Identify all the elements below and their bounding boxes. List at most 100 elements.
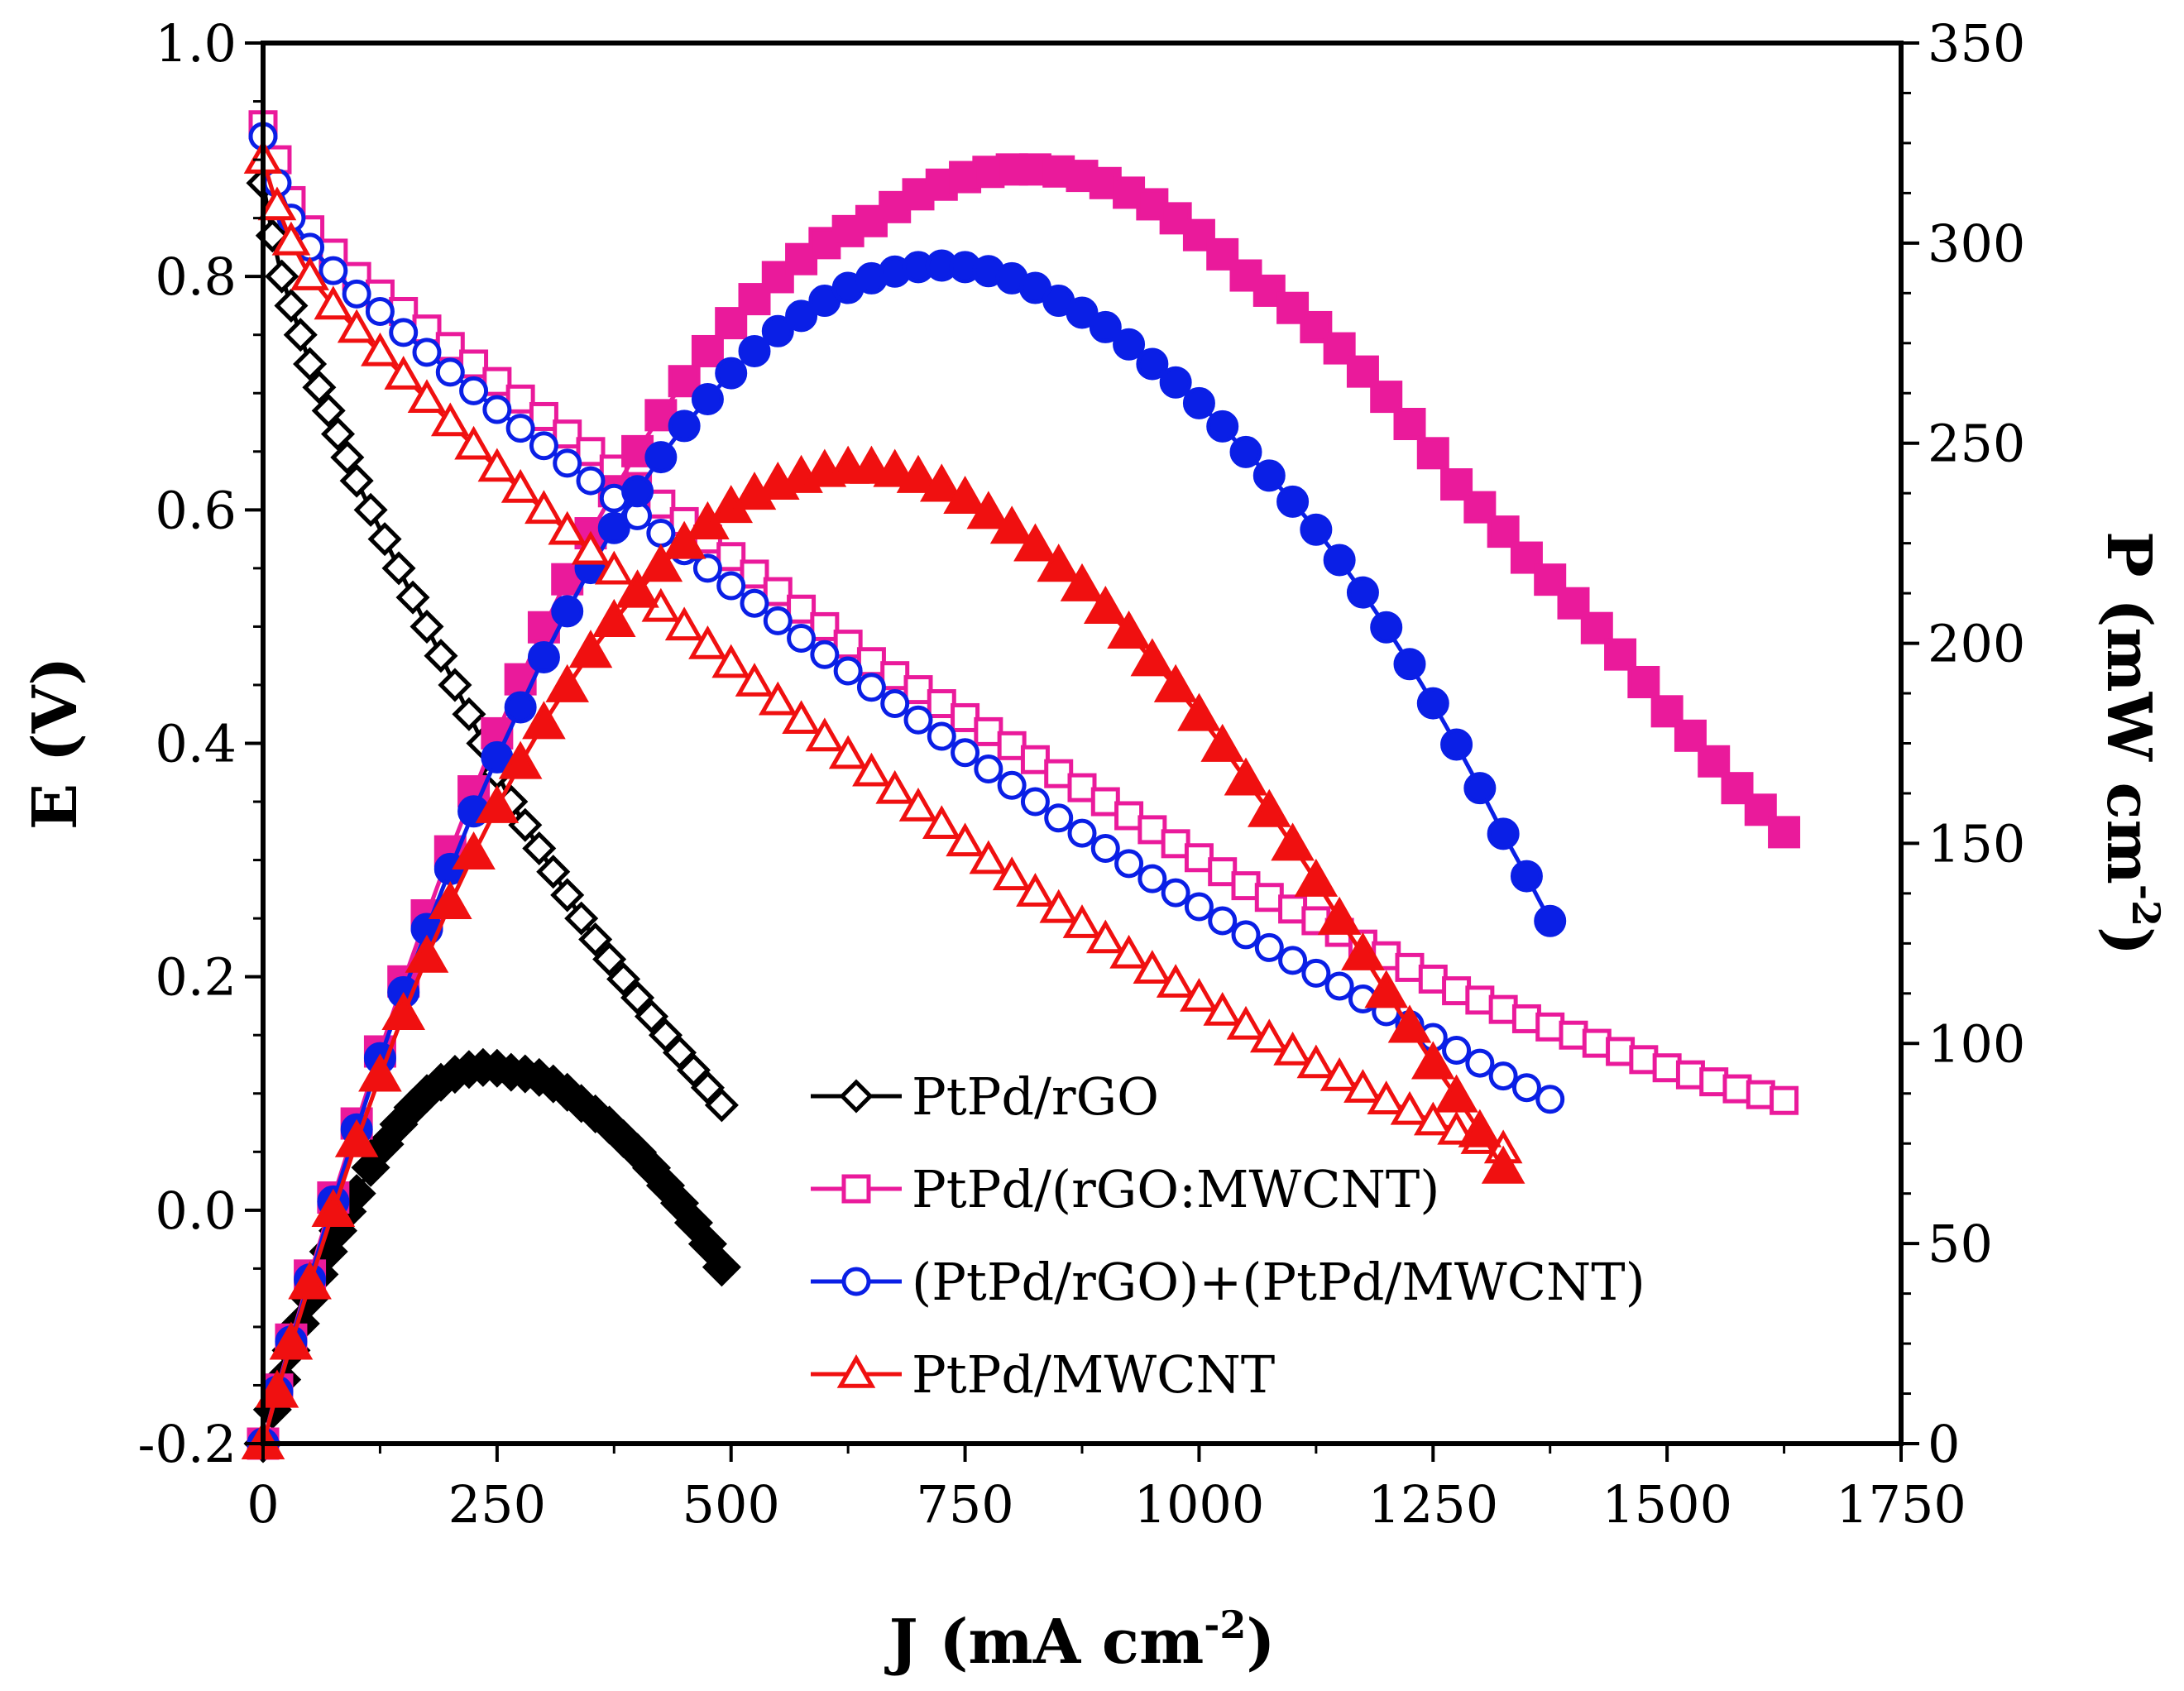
polarization-point <box>576 466 606 496</box>
legend-marker <box>841 1267 871 1296</box>
polarization-point <box>367 522 402 557</box>
power-point <box>1416 687 1449 720</box>
polarization-point <box>690 1071 725 1105</box>
power-point <box>334 1119 379 1157</box>
polarization-point <box>1016 873 1055 907</box>
power-point <box>1083 585 1128 625</box>
polarization-point <box>1442 1036 1472 1066</box>
power-point <box>1206 410 1239 443</box>
power-point <box>351 1147 390 1187</box>
polarization-point <box>361 332 400 366</box>
polarization-point <box>1699 1067 1729 1097</box>
polarization-point <box>1390 1090 1430 1125</box>
legend: PtPd/rGO PtPd/(rGO:MWCNT) (PtPd/rGO)+(PtPd… <box>811 1066 1645 1405</box>
polarization-point <box>974 754 1003 784</box>
polarization-point <box>1301 958 1331 988</box>
polarization-point <box>1324 971 1354 1001</box>
y-tick-label: 0.2 <box>155 947 237 1008</box>
polarization-point <box>1413 1101 1453 1136</box>
power-point <box>311 1188 356 1227</box>
x-tick-label: 500 <box>682 1474 780 1535</box>
polarization-point <box>1367 1080 1406 1114</box>
power-point <box>1276 485 1310 518</box>
polarization-point <box>716 542 746 572</box>
polarization-point <box>384 356 424 390</box>
polarization-point <box>951 702 980 732</box>
power-point <box>850 445 893 484</box>
polarization-point <box>550 878 585 913</box>
polarization-point <box>1746 1080 1775 1109</box>
polarization-point <box>1085 919 1125 954</box>
legend-item: PtPd/MWCNT <box>811 1344 1275 1405</box>
polarization-point <box>810 640 840 669</box>
power-point <box>1698 745 1731 778</box>
polarization-point <box>576 437 606 467</box>
polarization-point <box>833 656 863 686</box>
polarization-point <box>1090 787 1120 817</box>
polarization-point <box>1020 787 1050 817</box>
polarization-point <box>903 675 933 705</box>
power-point <box>687 1224 727 1264</box>
y2-tick-label: 300 <box>1928 213 2025 274</box>
power-point <box>405 934 449 973</box>
x-tick-label: 1250 <box>1367 1474 1498 1535</box>
power-point <box>1037 544 1081 582</box>
power-point <box>1768 816 1801 849</box>
polarization-point <box>477 448 517 482</box>
polarization-point <box>1226 1005 1266 1040</box>
polarization-point <box>452 697 486 731</box>
power-point <box>1252 274 1286 307</box>
polarization-point <box>1511 1073 1541 1103</box>
polarization-point <box>522 831 557 866</box>
polarization-point <box>676 1052 711 1088</box>
polarization-point <box>318 256 348 285</box>
y-axis-title: E (V) <box>20 657 91 831</box>
polarization-point <box>735 663 774 697</box>
power-point <box>551 595 584 628</box>
power-point <box>989 505 1034 544</box>
polarization-point <box>833 630 863 659</box>
axes-layer: 0 250 500 750 1000 1250 1500 1750-0.20.00.20.40… <box>137 13 2025 1535</box>
power-point <box>668 410 701 443</box>
polarization-point <box>1067 773 1097 802</box>
polarization-point <box>787 624 817 654</box>
polarization-point <box>564 901 599 936</box>
polarization-point <box>782 700 821 735</box>
power-point <box>785 299 818 333</box>
power-point <box>1434 1074 1478 1113</box>
power-point <box>1247 788 1291 827</box>
y2-tick-label: 100 <box>1928 1013 2025 1074</box>
power-point <box>1276 291 1310 324</box>
y-tick-label: 0.4 <box>155 714 237 774</box>
polarization-point <box>1208 857 1238 887</box>
power-point <box>1182 386 1215 419</box>
polarization-point <box>500 468 540 503</box>
power-point <box>568 630 613 668</box>
power-point <box>1463 772 1497 805</box>
polarization-point <box>1343 1069 1382 1103</box>
polarization-point <box>927 721 956 751</box>
polarization-point <box>1231 920 1261 950</box>
power-point <box>691 383 724 416</box>
power-point <box>1153 663 1198 702</box>
power-point <box>668 365 701 398</box>
polarization-point <box>856 647 886 677</box>
polarization-point <box>992 856 1032 891</box>
power-point <box>1341 932 1385 970</box>
polarization-point <box>648 1018 683 1052</box>
power-point <box>1229 435 1262 468</box>
legend-marker <box>836 1353 876 1388</box>
power-point <box>1440 728 1473 761</box>
polarization-point <box>293 347 328 381</box>
power-point <box>1346 576 1379 609</box>
polarization-point <box>271 221 311 256</box>
legend-marker <box>839 1079 874 1114</box>
polarization-point <box>805 717 845 752</box>
polarization-point <box>482 366 512 396</box>
polarization-point <box>716 571 746 601</box>
polarization-point <box>997 731 1027 760</box>
series-4 <box>241 140 1525 1459</box>
polarization-point <box>1629 1045 1659 1075</box>
polarization-point <box>606 961 641 997</box>
polarization-point <box>1090 833 1120 863</box>
